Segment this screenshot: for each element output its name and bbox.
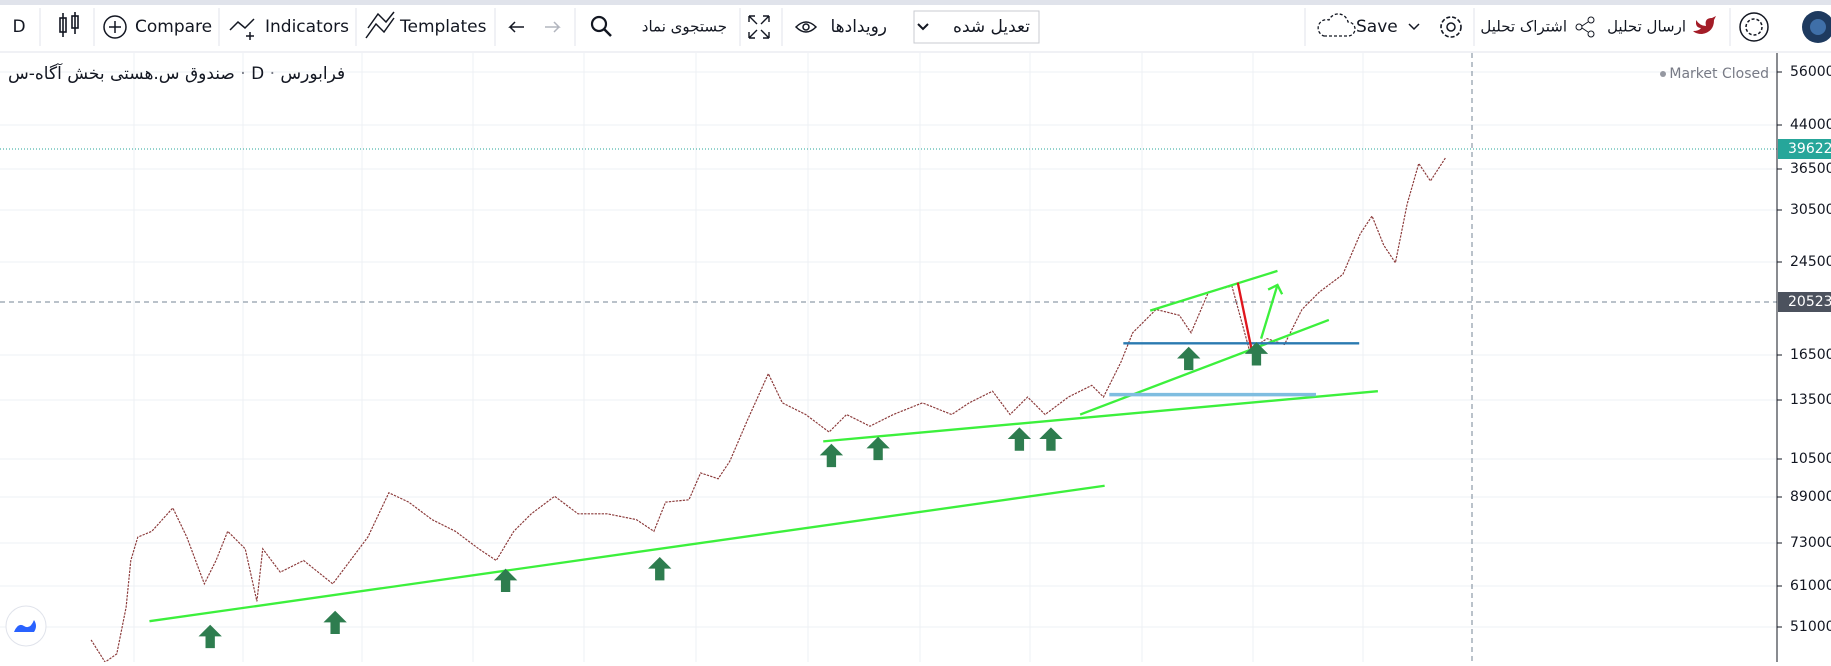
price-tick-label: 61000: [1790, 578, 1831, 594]
crosshair-price-tag: [1778, 292, 1831, 312]
adjustment-label[interactable]: تعدیل شده: [953, 17, 1030, 37]
undo-button[interactable]: [508, 21, 524, 33]
legend-interval: D: [251, 64, 264, 84]
market-status: Market Closed: [1669, 66, 1769, 82]
save-label[interactable]: Save: [1356, 17, 1398, 37]
price-tick-label: 105000: [1790, 451, 1831, 467]
watermark-icon: [14, 620, 36, 632]
price-tick-label: 89000: [1790, 489, 1831, 505]
toolbar-separators: [39, 8, 1731, 46]
grid: [0, 53, 1777, 662]
price-axis: 560000 440000 365000 305000 245000 165000 1350…: [1777, 64, 1831, 635]
price-tick-label: 165000: [1790, 347, 1831, 363]
events-button[interactable]: رویدادها: [794, 17, 887, 37]
adjustment-dropdown[interactable]: تعدیل شده: [913, 10, 1040, 44]
separator: ·: [235, 64, 251, 84]
drawings: [90, 157, 1447, 663]
share-label[interactable]: اشتراک تحلیل: [1480, 18, 1567, 36]
price-tick-label: 440000: [1790, 117, 1831, 133]
price-tick-label: 73000: [1790, 535, 1831, 551]
status-dot: [1660, 71, 1666, 77]
symbol-legend: صندوق س.هستی بخش آگاه-س · D · فرابورس: [8, 62, 345, 84]
price-tick-label: 365000: [1790, 161, 1831, 177]
templates-label[interactable]: Templates: [399, 17, 487, 37]
templates-button[interactable]: Templates: [365, 11, 487, 39]
top-strip: [0, 0, 1831, 5]
events-label[interactable]: رویدادها: [830, 17, 887, 37]
last-price-tag: [1778, 139, 1831, 159]
chart-type-icon[interactable]: [59, 12, 79, 37]
search-icon[interactable]: [590, 15, 612, 37]
publish-label[interactable]: ارسال تحلیل: [1607, 18, 1686, 36]
fullscreen-button[interactable]: [748, 15, 770, 39]
logo-icon[interactable]: [1739, 12, 1769, 42]
red-line: [1236, 282, 1253, 351]
symbol-name: صندوق س.هستی بخش آگاه-س: [8, 62, 235, 84]
redo-button[interactable]: [545, 21, 561, 33]
price-tick-label: 51000: [1790, 619, 1831, 635]
compare-button[interactable]: Compare: [103, 15, 212, 39]
watermark-button[interactable]: [5, 605, 47, 647]
last-price-label: 396229: [1788, 141, 1831, 157]
symbol-search[interactable]: جستجوی نماد: [642, 18, 727, 36]
exchange-name: فرابورس: [280, 64, 345, 84]
price-tick-label: 560000: [1790, 64, 1831, 80]
interval-button[interactable]: D: [12, 17, 25, 37]
up-arrows: [198, 342, 1269, 649]
compare-label[interactable]: Compare: [135, 17, 212, 37]
settings-button[interactable]: [1440, 16, 1462, 38]
indicators-label[interactable]: Indicators: [265, 17, 349, 37]
publish-button[interactable]: ارسال تحلیل: [1607, 16, 1716, 36]
save-button[interactable]: Save: [1317, 13, 1420, 37]
share-button[interactable]: اشتراک تحلیل: [1480, 16, 1595, 38]
separator: ·: [264, 64, 280, 84]
price-tick-label: 135000: [1790, 392, 1831, 408]
indicators-button[interactable]: Indicators: [229, 17, 349, 40]
price-tick-label: 305000: [1790, 202, 1831, 218]
trend-lines: [149, 269, 1378, 623]
crosshair-price-label: 205233: [1788, 294, 1831, 310]
price-tick-label: 245000: [1790, 254, 1831, 270]
avatar[interactable]: [1802, 11, 1831, 43]
